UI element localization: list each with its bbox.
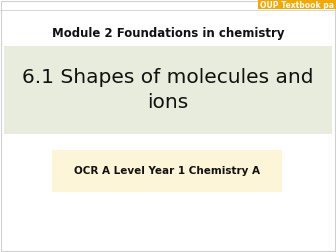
- Bar: [258, 0, 336, 9]
- Bar: [52, 150, 282, 192]
- Text: Module 2 Foundations in chemistry: Module 2 Foundations in chemistry: [52, 27, 284, 41]
- Bar: [4, 46, 332, 134]
- Text: OCR A Level Year 1 Chemistry A: OCR A Level Year 1 Chemistry A: [74, 166, 260, 176]
- Text: 6.1 Shapes of molecules and
ions: 6.1 Shapes of molecules and ions: [22, 68, 314, 112]
- Text: OUP Textbook pa: OUP Textbook pa: [260, 1, 334, 10]
